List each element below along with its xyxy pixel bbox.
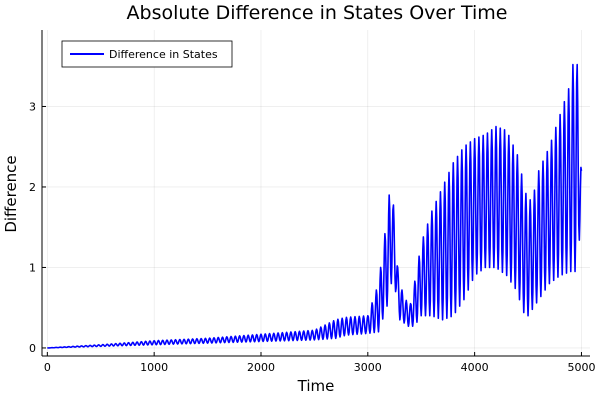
- y-axis-label: Difference: [2, 155, 20, 232]
- y-tick-label: 1: [29, 261, 36, 274]
- x-tick-label: 0: [44, 361, 51, 374]
- y-tick-label: 2: [29, 181, 36, 194]
- y-tick-label: 3: [29, 100, 36, 113]
- x-tick-label: 1000: [140, 361, 168, 374]
- y-tick-label: 0: [29, 342, 36, 355]
- x-tick-label: 5000: [567, 361, 595, 374]
- chart-title: Absolute Difference in States Over Time: [127, 2, 508, 24]
- x-tick-label: 4000: [461, 361, 489, 374]
- legend-label: Difference in States: [109, 48, 218, 61]
- legend: Difference in States: [61, 40, 233, 68]
- plot-area: [47, 63, 583, 349]
- x-axis-ticks: 0 1000 2000 3000 4000 5000: [44, 352, 595, 374]
- x-tick-label: 3000: [354, 361, 382, 374]
- y-axis-ticks: 0 1 2 3: [29, 100, 46, 355]
- x-axis-label: Time: [297, 377, 335, 395]
- series-line-difference-in-states: [47, 63, 583, 349]
- axes: [41, 30, 590, 357]
- x-tick-label: 2000: [247, 361, 275, 374]
